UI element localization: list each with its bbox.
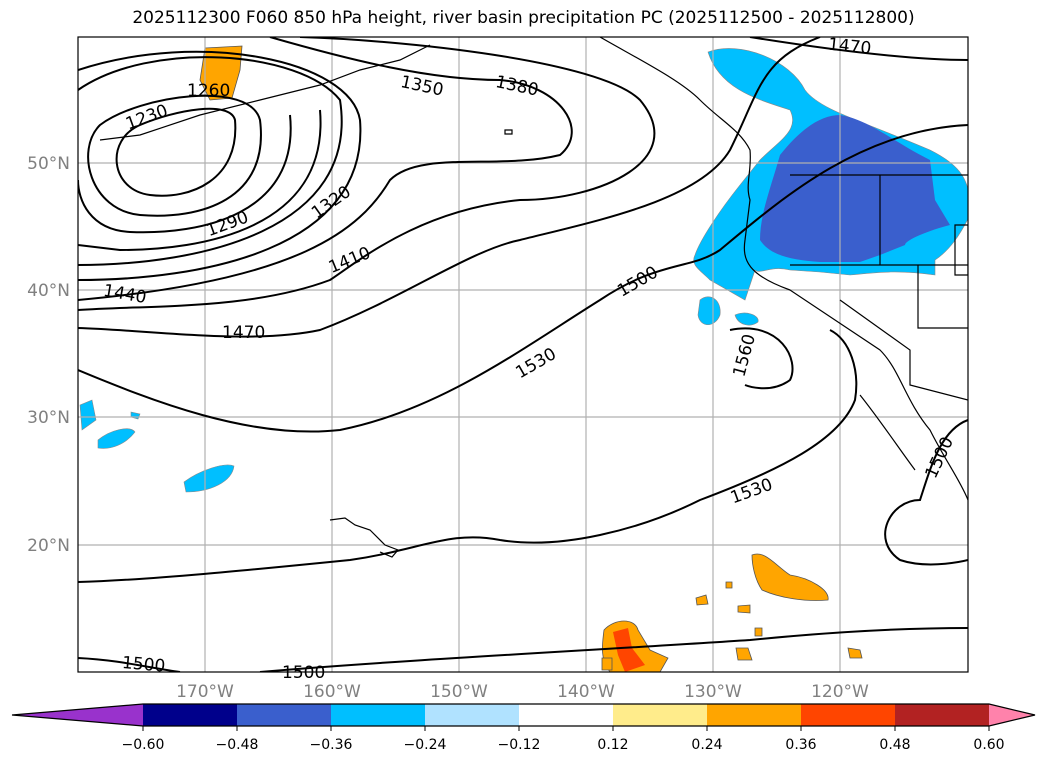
contour-label: 1410 bbox=[326, 243, 374, 278]
lat-tick-label: 50°N bbox=[27, 154, 70, 174]
colorbar-tick-label: −0.36 bbox=[310, 737, 353, 753]
coastlines bbox=[99, 37, 968, 558]
colorbar-extend-low bbox=[12, 704, 143, 726]
colorbar-segment bbox=[613, 704, 708, 726]
lon-tick-label: 150°W bbox=[430, 682, 488, 702]
map-area bbox=[78, 37, 968, 672]
map-frame bbox=[77, 36, 969, 673]
contour-label: 1470 bbox=[222, 323, 265, 343]
lon-ticks: 170°W 160°W 150°W 140°W 130°W 120°W bbox=[176, 682, 869, 702]
colorbar-segment bbox=[801, 704, 896, 726]
contour-label: 1230 bbox=[123, 101, 170, 135]
colorbar-tick-label: −0.24 bbox=[404, 737, 447, 753]
contour-label: 1500 bbox=[282, 663, 325, 683]
contour-label: 1470 bbox=[827, 35, 872, 59]
lat-tick-label: 40°N bbox=[27, 281, 70, 301]
colorbar-tick-label: 0.48 bbox=[879, 737, 910, 753]
contour-label: 1560 bbox=[729, 332, 760, 379]
contour-label: 1500 bbox=[922, 434, 958, 482]
contour-label: 1500 bbox=[121, 653, 166, 677]
contour-label: 1380 bbox=[494, 72, 540, 101]
colorbar-tick-label: 0.60 bbox=[973, 737, 1004, 753]
lat-ticks: 50°N 40°N 30°N 20°N bbox=[27, 154, 70, 556]
lon-tick-label: 140°W bbox=[557, 682, 615, 702]
precip-shading bbox=[79, 45, 968, 672]
colorbar-tick-label: 0.36 bbox=[785, 737, 816, 753]
colorbar-extend-high bbox=[989, 704, 1035, 726]
map-title: 2025112300 F060 850 hPa height, river ba… bbox=[132, 8, 915, 28]
colorbar-segment bbox=[331, 704, 426, 726]
colorbar-tick-label: −0.60 bbox=[122, 737, 165, 753]
colorbar-segment bbox=[707, 704, 802, 726]
colorbar-tick-label: −0.48 bbox=[216, 737, 259, 753]
contour-label: 1440 bbox=[102, 281, 148, 308]
lon-tick-label: 160°W bbox=[303, 682, 361, 702]
lon-tick-label: 120°W bbox=[811, 682, 869, 702]
colorbar-tick-label: 0.12 bbox=[597, 737, 628, 753]
contour-label: 1260 bbox=[187, 81, 230, 101]
contour-label: 1500 bbox=[614, 263, 661, 302]
colorbar-segment bbox=[143, 704, 238, 726]
lon-tick-label: 130°W bbox=[684, 682, 742, 702]
colorbar-segment bbox=[425, 704, 520, 726]
lat-tick-label: 30°N bbox=[27, 408, 70, 428]
lon-tick-label: 170°W bbox=[176, 682, 234, 702]
colorbar-segment bbox=[237, 704, 332, 726]
colorbar: −0.60 −0.48 −0.36 −0.24 −0.12 0.12 0.24 0.36 0.4… bbox=[11, 703, 1036, 753]
colorbar-segment bbox=[519, 704, 614, 726]
colorbar-tick-label: −0.12 bbox=[498, 737, 541, 753]
colorbar-segment bbox=[895, 704, 990, 726]
lat-tick-label: 20°N bbox=[27, 536, 70, 556]
colorbar-tick-label: 0.24 bbox=[691, 737, 722, 753]
height-contours bbox=[78, 37, 968, 672]
